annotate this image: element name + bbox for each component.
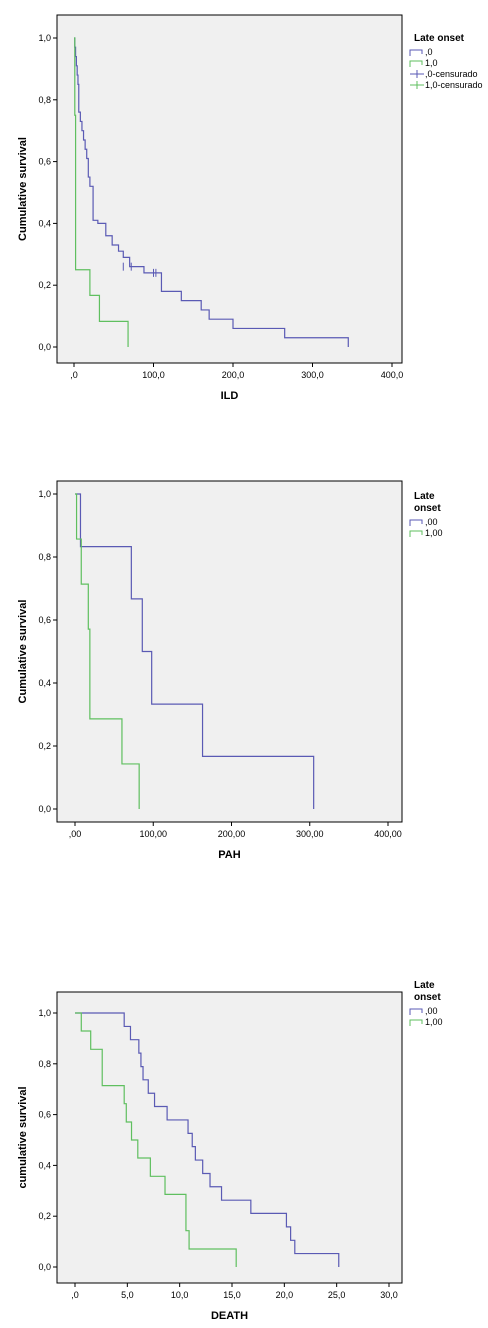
legend-swatch [410, 1020, 422, 1026]
y-tick-label: 0,4 [38, 678, 51, 688]
y-tick-label: 0,2 [38, 741, 51, 751]
legend-swatch [410, 531, 422, 537]
legend-swatch [410, 50, 422, 56]
legend-label: 1,0 [425, 58, 438, 68]
legend-label: ,00 [425, 1006, 438, 1016]
legend-label: ,0-censurado [425, 69, 478, 79]
y-tick-label: 0,0 [38, 342, 51, 352]
legend-title: Late onset [414, 33, 465, 44]
chart-panel-3: 0,0 0,2 0,4 0,6 0,8 1,0 ,0 5,0 10,0 15,0 20,0 25,0 3… [17, 980, 443, 1322]
x-tick-label: 20,0 [276, 1290, 294, 1300]
x-axis-title: ILD [221, 390, 239, 402]
x-axis-title: DEATH [211, 1310, 248, 1322]
legend-title: onset [414, 992, 441, 1003]
y-axis-title: cumulative survival [17, 1086, 29, 1188]
chart-panel-1: 0,00,20,40,60,81,0,0 100,0 200,0 300,0 400,0… [17, 15, 483, 402]
legend-label: 1,00 [425, 1017, 443, 1027]
y-tick-label: 0,4 [38, 218, 51, 228]
legend-title: Late [414, 980, 435, 991]
y-tick-label: 0,8 [38, 1059, 51, 1069]
legend-label: ,0 [425, 47, 433, 57]
y-tick-label: 1,0 [38, 1008, 51, 1018]
legend-swatch [410, 1009, 422, 1015]
y-axis-title: Cumulative survival [17, 137, 29, 241]
legend-label: ,00 [425, 517, 438, 527]
y-axis-title: Cumulative survival [17, 600, 29, 704]
x-tick-label: 100,00 [139, 829, 167, 839]
x-tick-label: 400,00 [374, 829, 402, 839]
x-tick-label: 25,0 [328, 1290, 346, 1300]
x-tick-label: 300,00 [296, 829, 324, 839]
legend-label: 1,00 [425, 528, 443, 538]
y-tick-label: 0,2 [38, 1211, 51, 1221]
x-tick-label: ,0 [71, 1290, 79, 1300]
x-tick-label: 300,0 [301, 370, 324, 380]
y-tick-label: 0,6 [38, 615, 51, 625]
plot-area [57, 481, 402, 822]
y-tick-label: 1,0 [38, 33, 51, 43]
x-tick-label: 10,0 [171, 1290, 189, 1300]
plot-area [57, 15, 402, 363]
y-tick-label: 0,0 [38, 1262, 51, 1272]
x-tick-label: 400,0 [381, 370, 404, 380]
x-tick-label: 5,0 [121, 1290, 134, 1300]
x-tick-label: 200,0 [222, 370, 245, 380]
x-tick-label: 15,0 [223, 1290, 241, 1300]
y-tick-label: 0,6 [38, 157, 51, 167]
x-tick-label: ,00 [69, 829, 82, 839]
y-tick-label: 0,2 [38, 280, 51, 290]
y-tick-label: 0,8 [38, 552, 51, 562]
y-tick-label: 0,0 [38, 804, 51, 814]
x-tick-label: 100,0 [142, 370, 165, 380]
legend-title: onset [414, 503, 441, 514]
legend-swatch [410, 61, 422, 67]
chart-panel-2: 0,0 0,2 0,4 0,6 0,8 1,0 ,00 100,00 200,00 300,00 4… [17, 481, 443, 861]
plot-area [57, 992, 402, 1283]
y-tick-label: 1,0 [38, 489, 51, 499]
y-tick-label: 0,6 [38, 1110, 51, 1120]
x-tick-label: 30,0 [380, 1290, 398, 1300]
x-axis-title: PAH [218, 849, 240, 861]
legend-label: 1,0-censurado [425, 80, 483, 90]
x-tick-label: ,0 [70, 370, 78, 380]
y-tick-label: 0,8 [38, 95, 51, 105]
x-tick-label: 200,00 [218, 829, 246, 839]
legend-swatch [410, 520, 422, 526]
legend-title: Late [414, 491, 435, 502]
y-tick-label: 0,4 [38, 1160, 51, 1170]
